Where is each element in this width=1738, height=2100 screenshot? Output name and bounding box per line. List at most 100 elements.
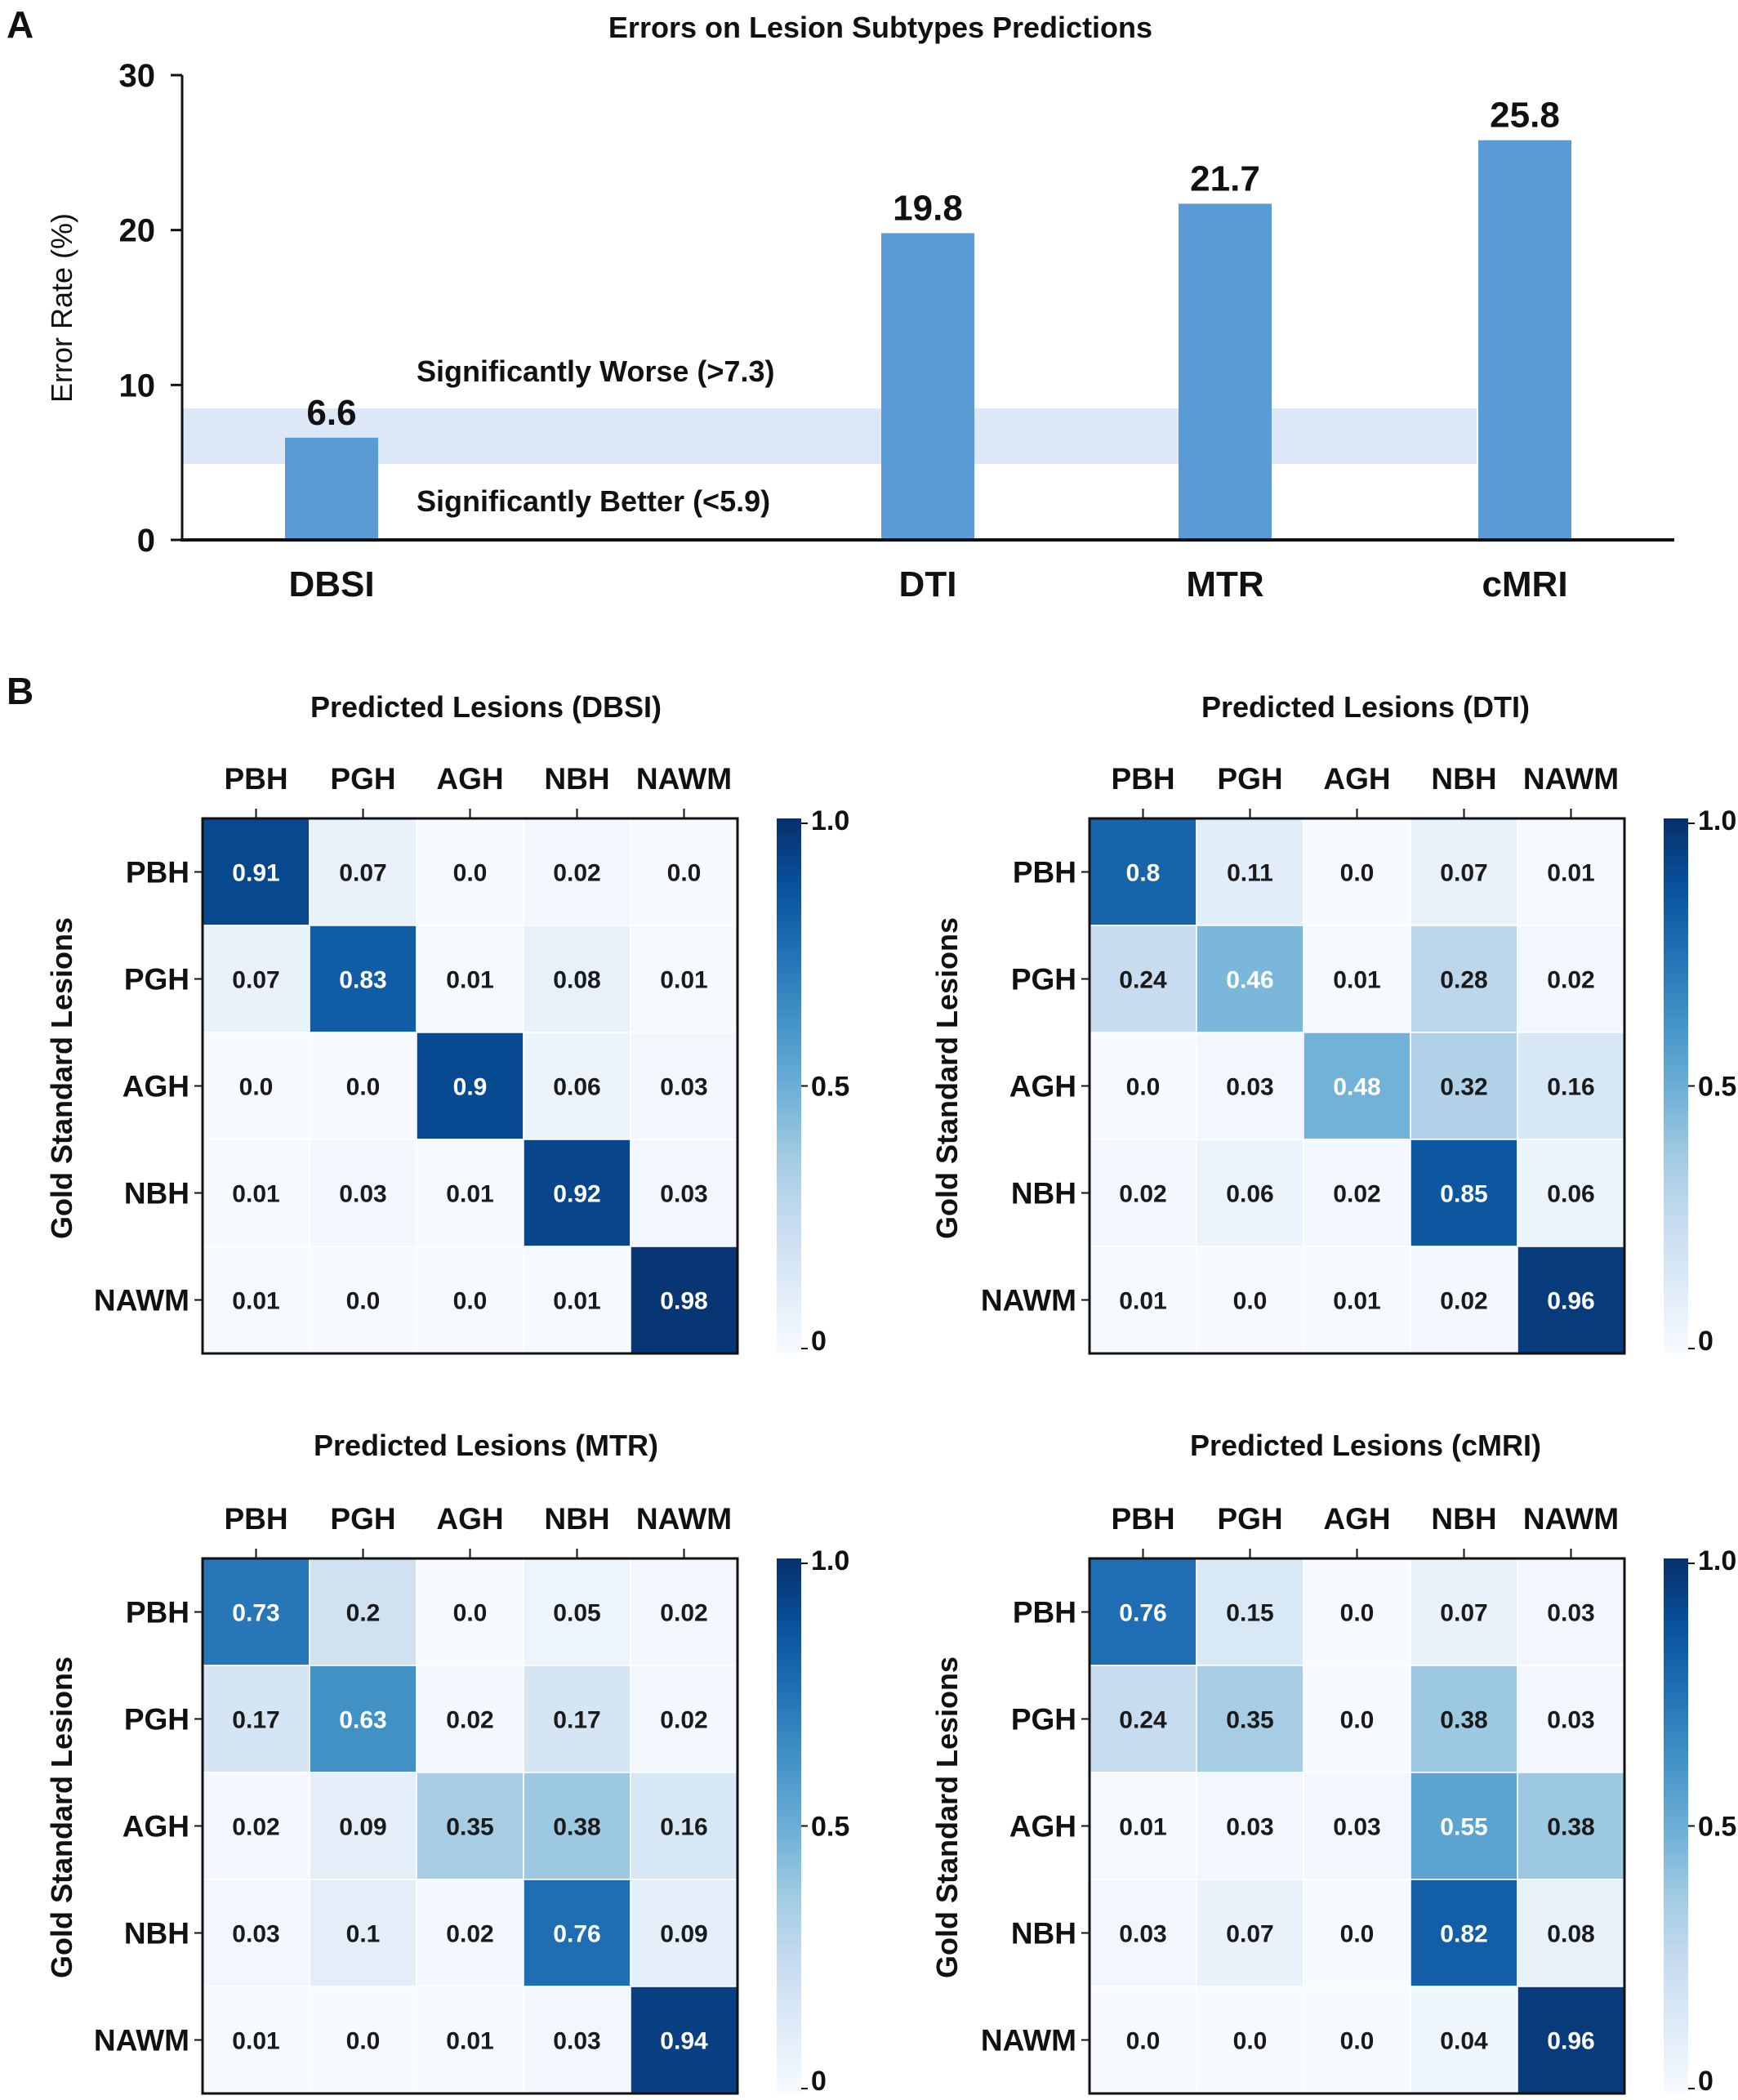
heatmap-cell-value: 0.63 — [339, 1707, 386, 1734]
heatmap-cell — [1196, 1665, 1304, 1773]
heatmap-cell-value: 0.03 — [1226, 1074, 1273, 1101]
heatmap-cell — [523, 1772, 631, 1880]
heatmap-cell — [1303, 818, 1411, 926]
heatmap-cell — [1196, 1032, 1304, 1140]
heatmap-cell-value: 0.0 — [1126, 1074, 1161, 1101]
colorbar-tick-label: 1.0 — [811, 805, 849, 836]
heatmap-cell-value: 0.73 — [232, 1600, 279, 1627]
heatmap-cell — [416, 818, 524, 926]
column-label-agh: AGH — [436, 1502, 503, 1536]
heatmap-cell-value: 0.16 — [1547, 1074, 1594, 1101]
heatmap-cell-value: 0.04 — [1440, 2028, 1488, 2055]
heatmap-cell-value: 0.91 — [232, 860, 279, 887]
heatmap-cell — [1410, 1032, 1518, 1140]
row-label-nbh: NBH — [124, 1917, 189, 1951]
heatmap-cell-value: 0.07 — [1226, 1921, 1273, 1948]
row-label-agh: AGH — [123, 1810, 189, 1844]
heatmap-cell — [1089, 1032, 1197, 1140]
heatmap-cell-value: 0.02 — [1440, 1288, 1487, 1315]
heatmap-cell-value: 0.01 — [232, 1288, 279, 1315]
heatmap-cell-value: 0.96 — [1547, 2028, 1594, 2055]
bar-value-label-dbsi: 6.6 — [306, 393, 356, 433]
heatmap-cell-value: 0.76 — [1119, 1600, 1166, 1627]
heatmap-cell — [202, 1986, 310, 2094]
column-label-nbh: NBH — [1431, 762, 1496, 796]
heatmap-cell — [1303, 1246, 1411, 1354]
heatmap-cell — [309, 1879, 417, 1987]
heatmap-cell-value: 0.06 — [1226, 1181, 1273, 1208]
heatmap-cell — [416, 1665, 524, 1773]
heatmap-cell — [309, 1665, 417, 1773]
row-label-pbh: PBH — [126, 856, 189, 889]
heatmap-cell — [1089, 1986, 1197, 2094]
heatmap-cell-value: 0.01 — [446, 2028, 493, 2055]
y-tick-label: 0 — [137, 523, 155, 559]
heatmap-cell-value: 0.83 — [339, 967, 386, 994]
colorbar — [777, 818, 801, 1353]
column-label-agh: AGH — [1323, 1502, 1390, 1536]
heatmap-cell-value: 0.0 — [1233, 2028, 1268, 2055]
row-label-nawm: NAWM — [981, 1284, 1076, 1318]
heatmap-cell-value: 0.01 — [1547, 860, 1594, 887]
heatmap-cell-value: 0.07 — [339, 860, 386, 887]
bar-dti — [881, 233, 974, 540]
bar-dbsi — [285, 437, 378, 540]
column-label-agh: AGH — [1323, 762, 1390, 796]
heatmap-cell-value: 0.03 — [553, 2028, 600, 2055]
column-label-nawm: NAWM — [636, 762, 732, 796]
heatmap-cell — [523, 1032, 631, 1140]
heatmap-cell — [416, 1139, 524, 1247]
heatmap-cell — [1410, 1772, 1518, 1880]
heatmap-cell-value: 0.0 — [1340, 860, 1375, 887]
colorbar-tick-label: 0.5 — [1698, 1072, 1736, 1103]
heatmap-cell-value: 0.02 — [660, 1707, 707, 1734]
heatmap-cell-value: 0.05 — [553, 1600, 600, 1627]
heatmap-cell-value: 0.28 — [1440, 967, 1487, 994]
heatmap-cell — [1303, 1986, 1411, 2094]
heatmap-cell-value: 0.17 — [232, 1707, 279, 1734]
heatmap-cell-value: 0.0 — [239, 1074, 274, 1101]
heatmap-cell-value: 0.06 — [1547, 1181, 1594, 1208]
column-label-nawm: NAWM — [1523, 1502, 1619, 1536]
colorbar — [777, 1558, 801, 2093]
heatmap-cell-value: 0.02 — [1119, 1181, 1166, 1208]
heatmap-frame — [1088, 817, 1626, 1355]
heatmap-cell-value: 0.38 — [1440, 1707, 1487, 1734]
heatmap-cell-value: 0.48 — [1333, 1074, 1380, 1101]
heatmap-cell — [1517, 1665, 1625, 1773]
panel-a-letter: A — [7, 3, 33, 46]
heatmap-cell — [1303, 1139, 1411, 1247]
heatmap-cell-value: 0.2 — [346, 1600, 381, 1627]
heatmap-cell-value: 0.01 — [232, 2028, 279, 2055]
heatmap-cell-value: 0.92 — [553, 1181, 600, 1208]
heatmap-cell-value: 0.06 — [553, 1074, 600, 1101]
row-label-pbh: PBH — [1013, 1596, 1076, 1630]
heatmap-cell-value: 0.01 — [446, 967, 493, 994]
heatmap-cell-value: 0.02 — [660, 1600, 707, 1627]
heatmap-cell — [630, 1139, 738, 1247]
bar-mtr — [1179, 203, 1272, 540]
heatmap-cell — [309, 1772, 417, 1880]
heatmap-cell-value: 0.15 — [1226, 1600, 1273, 1627]
heatmap-cell — [202, 1879, 310, 1987]
heatmap-cell-value: 0.03 — [660, 1181, 707, 1208]
heatmap-cmri: Predicted Lesions (cMRI) PBH PGH AGH NBH NAWM… — [930, 1429, 1736, 2097]
heatmap-cell — [1303, 1879, 1411, 1987]
heatmap-cell-value: 0.0 — [346, 2028, 381, 2055]
heatmap-cell — [416, 925, 524, 1033]
heatmap-cell-value: 0.24 — [1119, 967, 1167, 994]
column-label-nawm: NAWM — [636, 1502, 732, 1536]
heatmap-cell — [309, 1986, 417, 2094]
heatmap-cell — [630, 1879, 738, 1987]
heatmap-cell-value: 0.35 — [1226, 1707, 1273, 1734]
heatmap-cell-value: 0.17 — [553, 1707, 600, 1734]
heatmap-cell-value: 0.46 — [1226, 967, 1273, 994]
heatmap-cell — [1303, 1032, 1411, 1140]
heatmap-cell-value: 0.0 — [1340, 1921, 1375, 1948]
heatmap-title: Predicted Lesions (cMRI) — [1190, 1429, 1541, 1462]
heatmap-cell — [1517, 1879, 1625, 1987]
row-label-nawm: NAWM — [981, 2024, 1076, 2058]
heatmap-frame — [201, 1557, 739, 2095]
heatmap-cell — [1303, 1558, 1411, 1666]
heatmap-cell-value: 0.0 — [1340, 1707, 1375, 1734]
